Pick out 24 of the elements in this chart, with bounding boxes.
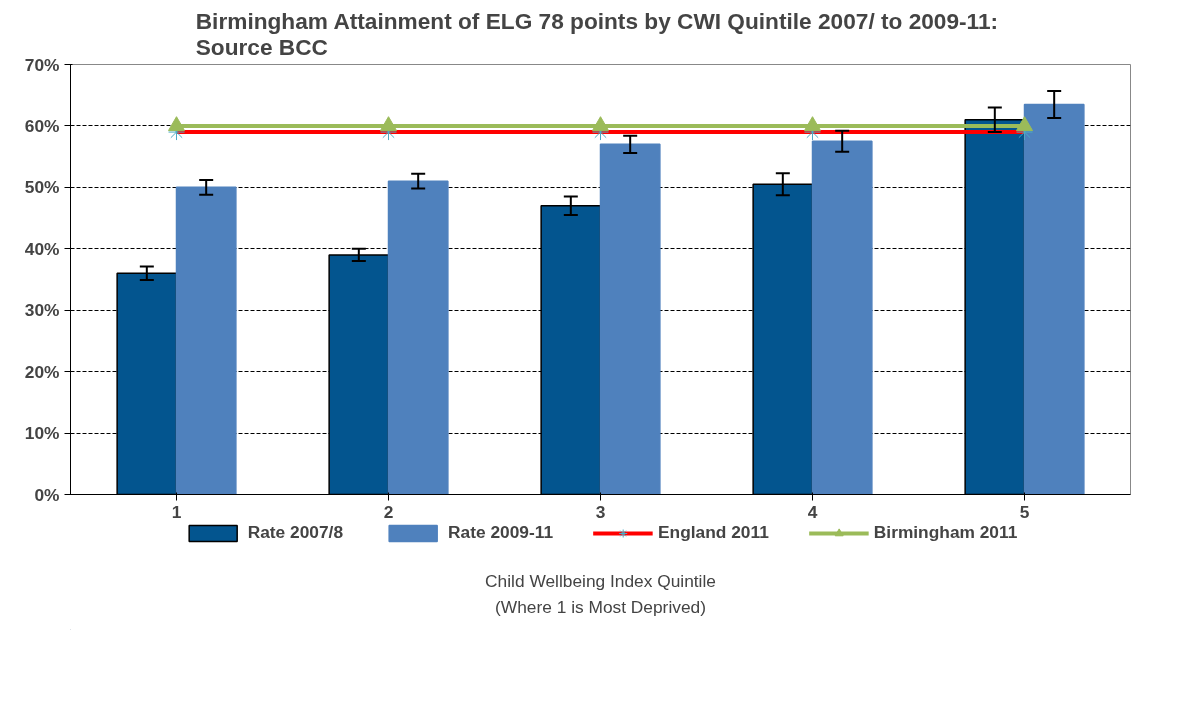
y-tick-label: 10% — [24, 423, 60, 444]
y-tick-label: 0% — [34, 484, 60, 505]
bar — [175, 186, 237, 495]
y-tick-label: 40% — [24, 238, 60, 259]
legend-label: England 2011 — [658, 522, 769, 543]
y-tick-label: 60% — [24, 115, 60, 136]
bar — [599, 143, 661, 495]
chart-title: Birmingham Attainment of ELG 78 points by CWI Quintile 2007/ to 2009-11: Source BCC — [195, 7, 999, 60]
legend-label: Rate 2009-11 — [448, 522, 554, 543]
y-tick-label: 70% — [24, 54, 60, 75]
bar — [811, 140, 873, 495]
legend-label: Birmingham 2011 — [873, 522, 1018, 543]
x-tick-label: 3 — [595, 501, 606, 522]
legend-label: Rate 2007/8 — [247, 522, 344, 543]
x-axis-title: Child Wellbeing Index Quintile (Where 1 is Most Deprived) — [485, 571, 716, 618]
y-tick-label: 50% — [24, 177, 60, 198]
x-tick-label: 2 — [383, 501, 394, 522]
x-tick-label: 5 — [1019, 501, 1030, 522]
y-tick-label: 20% — [24, 361, 60, 382]
bar — [387, 180, 449, 495]
bar — [1023, 103, 1085, 495]
x-tick-label: 4 — [807, 501, 818, 522]
x-tick-label: 1 — [171, 501, 182, 522]
y-tick-label: 30% — [24, 300, 60, 321]
